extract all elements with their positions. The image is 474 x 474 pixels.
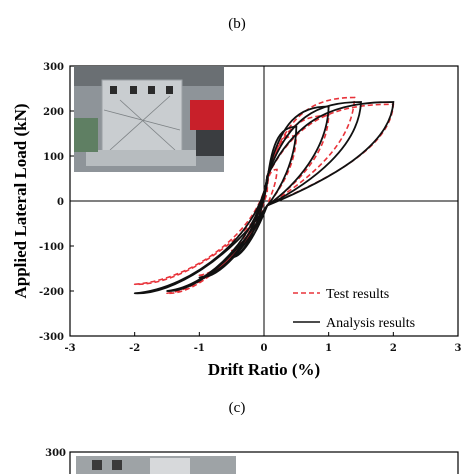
test-peak-point [353,96,356,99]
x-tick-label: 1 [325,343,332,354]
x-tick-label: -3 [64,343,75,354]
legend-label-analysis: Analysis results [326,316,415,331]
axis-ticks: -3 -2 -1 0 1 2 3 300 200 100 0 -100 -200 -300 [39,62,462,354]
specimen-photo [74,66,224,172]
analysis-peak-point [133,292,136,295]
chart-c-ytick: 300 [45,448,66,459]
y-tick-label: -200 [39,287,64,298]
test-peak-point [166,292,168,295]
panel-label-b: (b) [228,16,246,32]
analysis-peak-point [392,101,395,103]
y-axis-label: Applied Lateral Load (kN) [11,103,30,298]
analysis-peak-point [230,256,233,259]
test-peak-point [198,274,201,277]
x-tick-label: -2 [129,343,140,354]
analysis-peak-point [327,105,330,108]
y-tick-label: 0 [57,197,64,208]
x-tick-label: 2 [390,343,397,354]
analysis-peak-point [166,290,168,292]
analysis-peak-point [295,125,298,128]
panel-label-c: (c) [229,400,246,416]
legend: Test results Analysis results [293,287,415,331]
hysteresis-chart: -3 -2 -1 0 1 2 3 300 200 100 0 -100 -200 -300 [39,62,462,354]
x-tick-label: -1 [194,343,205,354]
test-peak-point [133,283,136,286]
y-tick-label: 100 [43,152,64,163]
test-peak-point [276,168,278,171]
y-tick-label: 300 [43,62,64,73]
analysis-peak-point [360,101,362,103]
x-tick-label: 3 [455,343,462,354]
analysis-peak-point [198,276,201,279]
y-tick-label: -100 [39,242,64,253]
legend-label-test: Test results [326,287,389,302]
chart-c-frame [69,451,459,474]
x-axis-label: Drift Ratio (%) [208,360,320,379]
hysteresis-curves [133,96,395,295]
chart-c-partial: 300 [45,448,459,474]
x-tick-label: 0 [261,343,268,354]
y-tick-label: -300 [39,332,64,343]
y-tick-label: 200 [43,107,64,118]
